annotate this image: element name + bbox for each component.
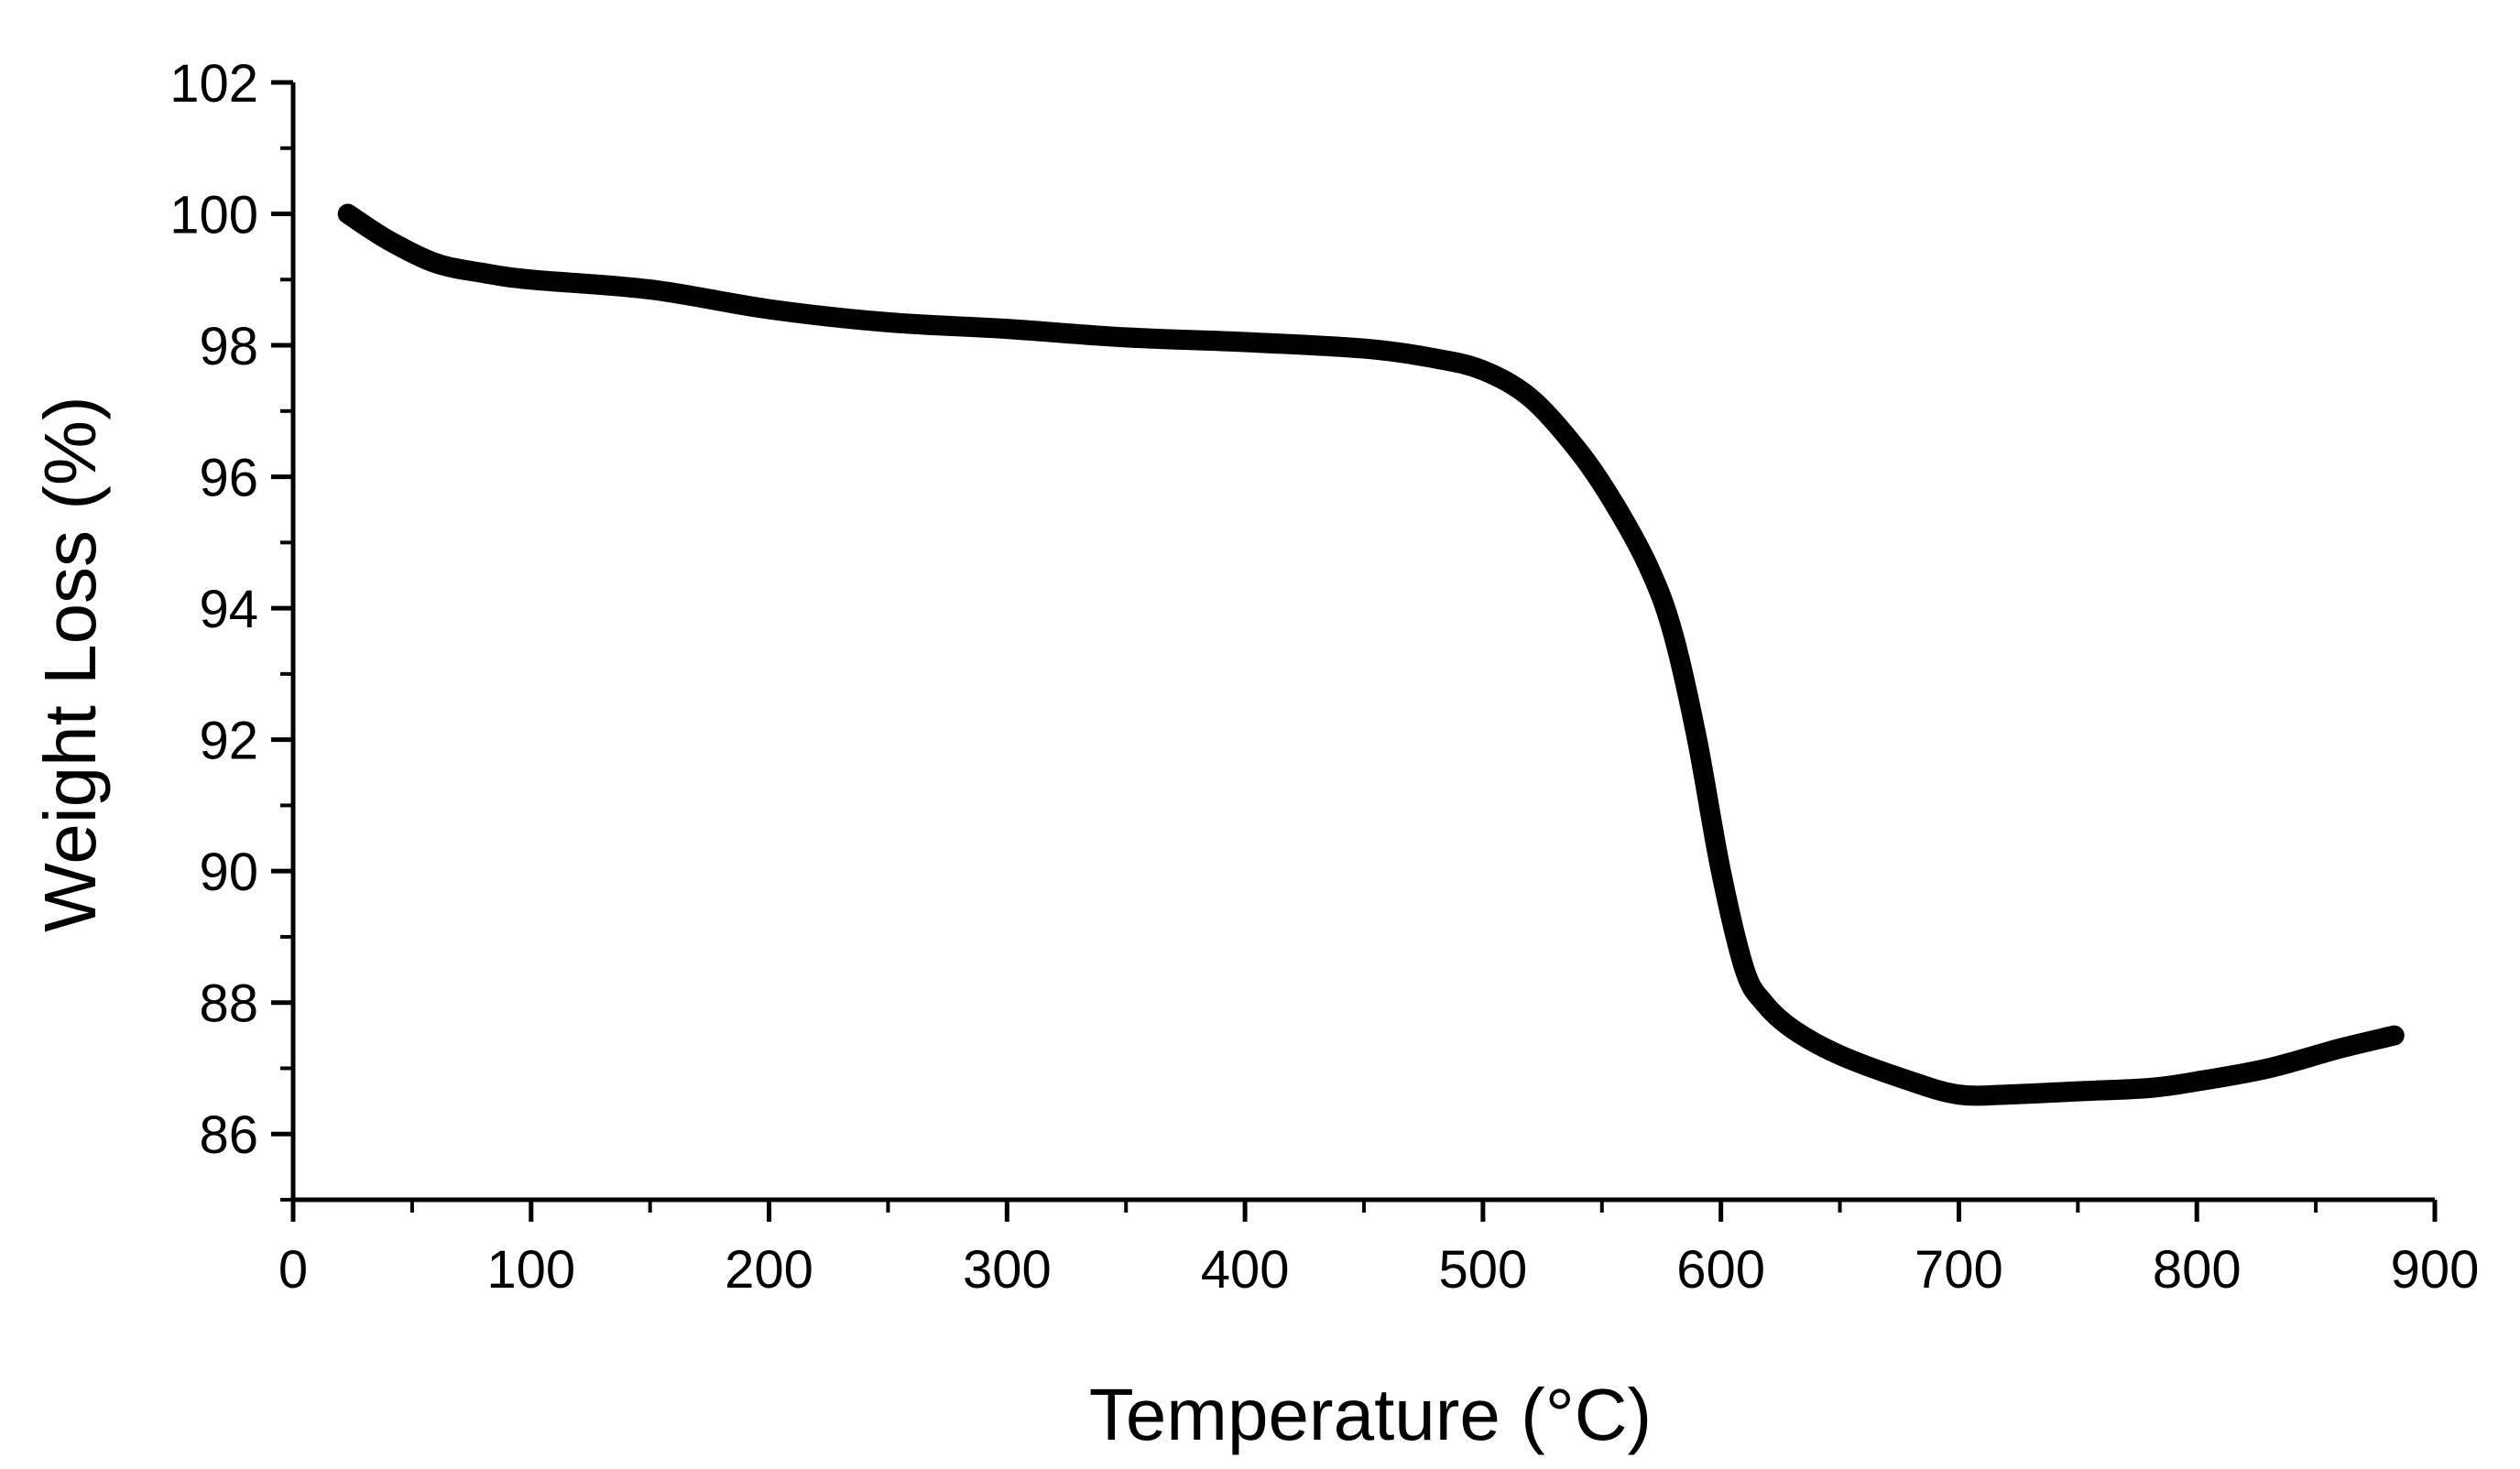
y-tick-label: 102: [169, 54, 258, 114]
x-tick-label: 700: [1915, 1240, 2003, 1300]
y-tick-label: 94: [199, 580, 258, 639]
x-tick-label: 600: [1676, 1240, 1765, 1300]
y-tick-label: 100: [169, 186, 258, 245]
x-tick-label: 500: [1438, 1240, 1527, 1300]
x-tick-label: 800: [2153, 1240, 2242, 1300]
y-tick-label: 90: [199, 843, 258, 902]
plot-area: [337, 203, 2405, 1106]
y-tick-label: 88: [199, 974, 258, 1034]
x-tick-label: 100: [486, 1240, 575, 1300]
x-axis: 0 100 200 300 400 500 600 700 800 900: [278, 1197, 2480, 1300]
x-tick-label: 900: [2391, 1240, 2480, 1300]
x-tick-label: 200: [725, 1240, 813, 1300]
y-tick-label: 86: [199, 1105, 258, 1165]
x-tick-label: 300: [963, 1240, 1052, 1300]
x-axis-title: Temperature (°C): [1089, 1374, 1652, 1455]
y-axis-title: Weight Loss (%): [29, 396, 111, 931]
x-tick-label: 0: [278, 1240, 308, 1300]
y-tick-label: 96: [199, 449, 258, 508]
series-line-tga: [337, 203, 2405, 1106]
y-axis: 86 88 90 92 94 96 98 100 102: [169, 54, 296, 1202]
y-tick-label: 92: [199, 712, 258, 771]
y-tick-label: 98: [199, 317, 258, 376]
x-tick-label: 400: [1201, 1240, 1290, 1300]
